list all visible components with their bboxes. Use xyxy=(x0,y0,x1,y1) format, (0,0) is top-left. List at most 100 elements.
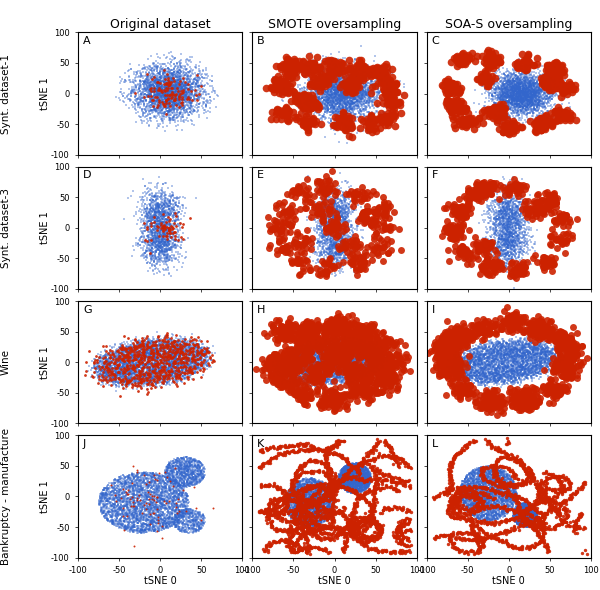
Point xyxy=(546,333,556,342)
Point xyxy=(182,490,192,500)
Point xyxy=(325,395,335,405)
Point xyxy=(337,78,346,87)
Point xyxy=(474,502,484,511)
Point xyxy=(523,90,532,100)
Point xyxy=(371,345,381,354)
Point xyxy=(494,237,503,247)
Point xyxy=(121,369,130,378)
Point xyxy=(548,65,558,74)
Point xyxy=(516,101,526,111)
Point xyxy=(508,496,518,506)
Point xyxy=(185,107,195,117)
Point xyxy=(522,358,532,367)
Point xyxy=(112,374,121,384)
Point xyxy=(332,218,341,228)
Point xyxy=(165,214,175,224)
Point xyxy=(483,494,493,503)
Point xyxy=(335,357,344,366)
Point xyxy=(303,372,313,381)
Point xyxy=(121,474,130,483)
Point xyxy=(97,378,107,387)
Point xyxy=(515,346,525,356)
Point xyxy=(517,509,526,518)
Point xyxy=(121,354,130,363)
Point xyxy=(363,388,373,397)
Point xyxy=(308,499,318,509)
Point xyxy=(502,481,512,491)
Point xyxy=(317,347,327,356)
Point xyxy=(164,520,173,529)
Point xyxy=(178,113,187,122)
Point xyxy=(295,358,304,368)
Point xyxy=(516,365,526,374)
Point xyxy=(525,516,535,526)
Point xyxy=(463,360,472,369)
Point xyxy=(500,236,509,245)
Point xyxy=(130,356,139,365)
Point xyxy=(163,355,173,364)
Point xyxy=(371,126,381,136)
Point xyxy=(497,478,507,487)
Point xyxy=(134,474,143,484)
Point xyxy=(364,470,373,479)
Point xyxy=(467,355,477,364)
Point xyxy=(506,93,516,102)
Point xyxy=(486,485,496,494)
Point xyxy=(382,356,392,366)
Point xyxy=(157,223,167,232)
Point xyxy=(109,487,118,497)
Point xyxy=(115,487,124,497)
Point xyxy=(455,506,465,516)
Point xyxy=(512,86,521,96)
Point xyxy=(516,76,526,86)
Point xyxy=(485,320,495,330)
Point xyxy=(506,476,515,485)
Point xyxy=(562,513,572,522)
Point xyxy=(135,371,145,380)
Point xyxy=(484,437,493,446)
Point xyxy=(350,489,359,498)
Point xyxy=(175,472,184,481)
Point xyxy=(531,368,541,378)
Point xyxy=(323,248,332,258)
Point xyxy=(188,473,198,483)
Point xyxy=(510,356,520,365)
Point xyxy=(386,473,396,482)
Point xyxy=(200,350,209,359)
Point xyxy=(334,88,343,98)
Point xyxy=(155,524,164,533)
Point xyxy=(110,503,119,513)
Point xyxy=(354,465,364,474)
Point xyxy=(539,525,549,535)
Point xyxy=(178,506,187,516)
Point xyxy=(512,97,521,106)
Point xyxy=(490,365,499,375)
Point xyxy=(326,489,336,499)
Point xyxy=(157,84,166,94)
Point xyxy=(447,539,457,548)
Point xyxy=(484,365,493,374)
Point xyxy=(468,470,478,480)
Point xyxy=(534,89,544,99)
Point xyxy=(142,468,152,478)
Point xyxy=(487,515,496,525)
Point xyxy=(331,91,340,100)
Point xyxy=(334,91,344,101)
Point xyxy=(286,507,296,516)
Point xyxy=(133,504,142,514)
Point xyxy=(310,501,319,510)
Point xyxy=(516,351,526,360)
Point xyxy=(490,355,499,365)
Point xyxy=(131,369,140,379)
Point xyxy=(455,371,464,380)
Point xyxy=(538,516,548,526)
Point xyxy=(540,357,550,366)
Point xyxy=(520,514,530,523)
Point xyxy=(340,88,350,98)
Point xyxy=(325,473,334,483)
Point xyxy=(325,534,335,543)
Point xyxy=(145,512,154,521)
Point xyxy=(100,484,109,493)
Point xyxy=(532,512,542,522)
Point xyxy=(294,480,304,489)
